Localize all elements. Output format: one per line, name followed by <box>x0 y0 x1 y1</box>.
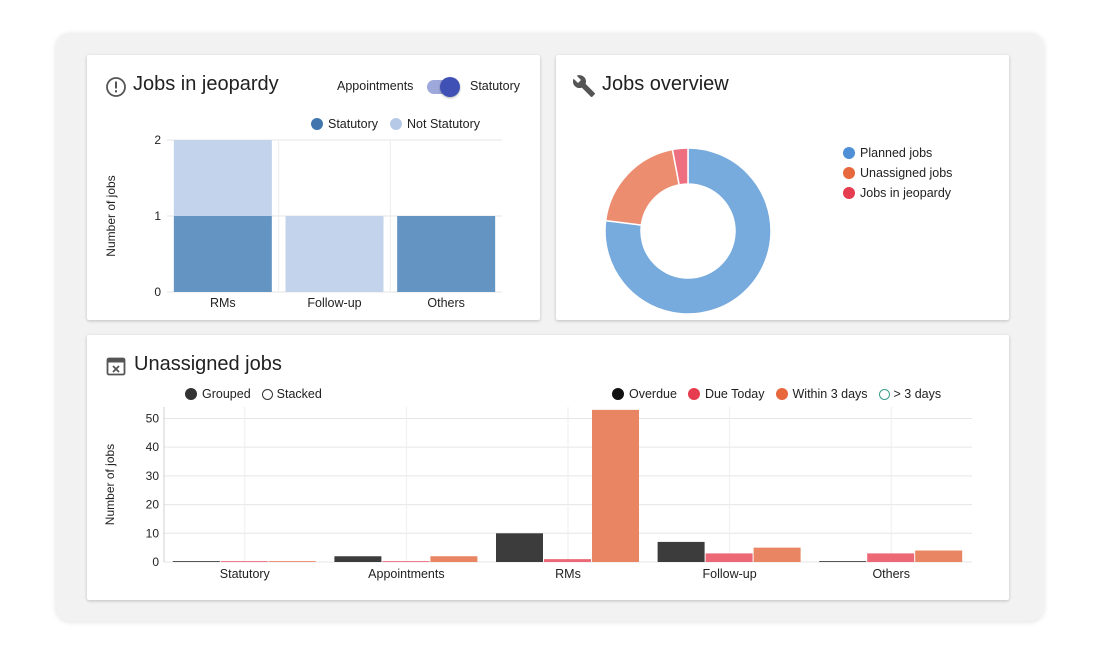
y-tick-label: 20 <box>146 498 160 512</box>
legend-swatch <box>687 388 700 400</box>
bar-overdue <box>496 533 543 562</box>
legend-label: Not Statutory <box>407 117 480 131</box>
overview-title: Jobs overview <box>602 73 729 95</box>
x-tick-label: Others <box>872 567 910 581</box>
legend-swatch <box>843 167 855 179</box>
y-tick-label: 1 <box>154 209 161 223</box>
y-axis-label: Number of jobs <box>104 175 118 256</box>
mode-label: Grouped <box>202 387 251 401</box>
legend-label: Overdue <box>629 387 677 401</box>
donut-slice-unassigned-jobs <box>604 148 681 226</box>
wrench-icon <box>572 74 596 103</box>
bar-due-today <box>382 561 430 562</box>
y-tick-label: 30 <box>146 469 160 483</box>
legend-label: Planned jobs <box>860 146 933 160</box>
y-tick-label: 0 <box>154 285 161 299</box>
legend-label: Statutory <box>328 117 379 131</box>
legend-label: Jobs in jeopardy <box>860 186 952 200</box>
jeopardy-bar-chart: 0 1 2 RMs Follow-up Others Number of jobs <box>104 133 502 310</box>
legend-swatch <box>843 147 855 159</box>
legend-item-statutory[interactable]: Statutory <box>311 117 378 131</box>
bar-within-3-days <box>268 561 316 562</box>
bar-statutory <box>173 216 272 292</box>
legend-swatch <box>878 388 890 400</box>
bar-within-3-days <box>592 409 639 562</box>
legend-item-not-statutory[interactable]: Not Statutory <box>390 117 480 131</box>
x-tick-label: RMs <box>210 296 236 310</box>
bar-statutory <box>397 216 496 292</box>
y-axis-label: Number of jobs <box>103 444 117 525</box>
y-tick-label: 0 <box>152 555 159 569</box>
x-tick-label: Follow-up <box>307 296 361 310</box>
mode-option-stacked[interactable]: Stacked <box>261 387 322 401</box>
bar-due-today <box>867 553 915 562</box>
bar-within-3-days <box>915 550 963 562</box>
legend-swatch <box>775 388 788 400</box>
x-tick-label: RMs <box>555 567 581 581</box>
unassigned-jobs-card: Unassigned jobs Grouped Stacked Overdue … <box>87 335 1009 600</box>
toggle-knob <box>440 77 460 97</box>
bar-within-3-days <box>430 556 478 562</box>
mode-label: Stacked <box>276 387 322 401</box>
bar-overdue <box>172 561 220 562</box>
radio-selected <box>185 388 197 400</box>
y-tick-label: 40 <box>146 440 160 454</box>
bar-due-today <box>220 561 268 562</box>
grouping-mode-options: Grouped Stacked <box>185 387 322 401</box>
jeopardy-title: Jobs in jeopardy <box>133 73 279 95</box>
y-tick-label: 50 <box>146 411 160 425</box>
legend-item-due-today[interactable]: Due Today <box>687 387 765 401</box>
bar-overdue <box>819 561 867 562</box>
jobs-in-jeopardy-card: Jobs in jeopardy Appointments Statutory … <box>87 55 540 320</box>
unassigned-title: Unassigned jobs <box>134 353 282 375</box>
legend-swatch <box>612 388 624 400</box>
toggle-label-statutory: Statutory <box>470 79 521 93</box>
y-tick-label: 10 <box>146 526 160 540</box>
bar-overdue <box>334 556 382 562</box>
calendar-cancel-icon <box>106 356 126 381</box>
donut-slice-planned-jobs <box>604 147 772 315</box>
x-tick-label: Appointments <box>368 567 444 581</box>
jobs-overview-donut-chart <box>604 147 772 315</box>
appointments-statutory-toggle[interactable] <box>425 76 465 98</box>
jobs-overview-card: Jobs overview Planned jobs Unassigned jo… <box>556 55 1009 320</box>
x-tick-label: Statutory <box>220 567 271 581</box>
jeopardy-legend: Statutory Not Statutory <box>311 117 480 131</box>
legend-item-planned-jobs[interactable]: Planned jobs <box>843 146 932 160</box>
legend-swatch <box>390 118 403 130</box>
bar-overdue <box>657 541 705 562</box>
x-tick-label: Others <box>427 296 465 310</box>
legend-swatch <box>311 118 323 130</box>
bar-due-today <box>705 553 753 562</box>
toggle-label-appointments: Appointments <box>337 79 414 93</box>
legend-label: Due Today <box>704 387 765 401</box>
legend-item-more-than-3-days[interactable]: > 3 days <box>878 387 942 401</box>
alert-circle-icon <box>105 76 127 103</box>
x-tick-label: Follow-up <box>703 567 757 581</box>
radio-unselected <box>261 388 273 400</box>
legend-label: Within 3 days <box>792 387 868 401</box>
legend-label: Unassigned jobs <box>860 166 953 180</box>
mode-option-grouped[interactable]: Grouped <box>185 387 251 401</box>
donut-slice-jobs-in-jeopardy <box>671 147 689 186</box>
bar-not-statutory <box>285 216 384 292</box>
bar-within-3-days <box>753 547 801 562</box>
legend-swatch <box>843 187 855 199</box>
overview-legend: Planned jobs Unassigned jobs Jobs in jeo… <box>843 146 952 200</box>
legend-item-overdue[interactable]: Overdue <box>612 387 677 401</box>
unassigned-legend: Overdue Due Today Within 3 days > 3 days <box>612 387 941 401</box>
bar-due-today <box>544 559 591 562</box>
legend-label: > 3 days <box>893 387 942 401</box>
bar-not-statutory <box>173 140 272 216</box>
legend-item-jobs-in-jeopardy[interactable]: Jobs in jeopardy <box>843 186 951 200</box>
legend-item-within-3-days[interactable]: Within 3 days <box>775 387 868 401</box>
y-tick-label: 2 <box>154 133 161 147</box>
legend-item-unassigned-jobs[interactable]: Unassigned jobs <box>843 166 952 180</box>
unassigned-grouped-bar-chart: 0 10 20 30 40 50 Statutory Appointments RMs Follo… <box>103 407 972 581</box>
